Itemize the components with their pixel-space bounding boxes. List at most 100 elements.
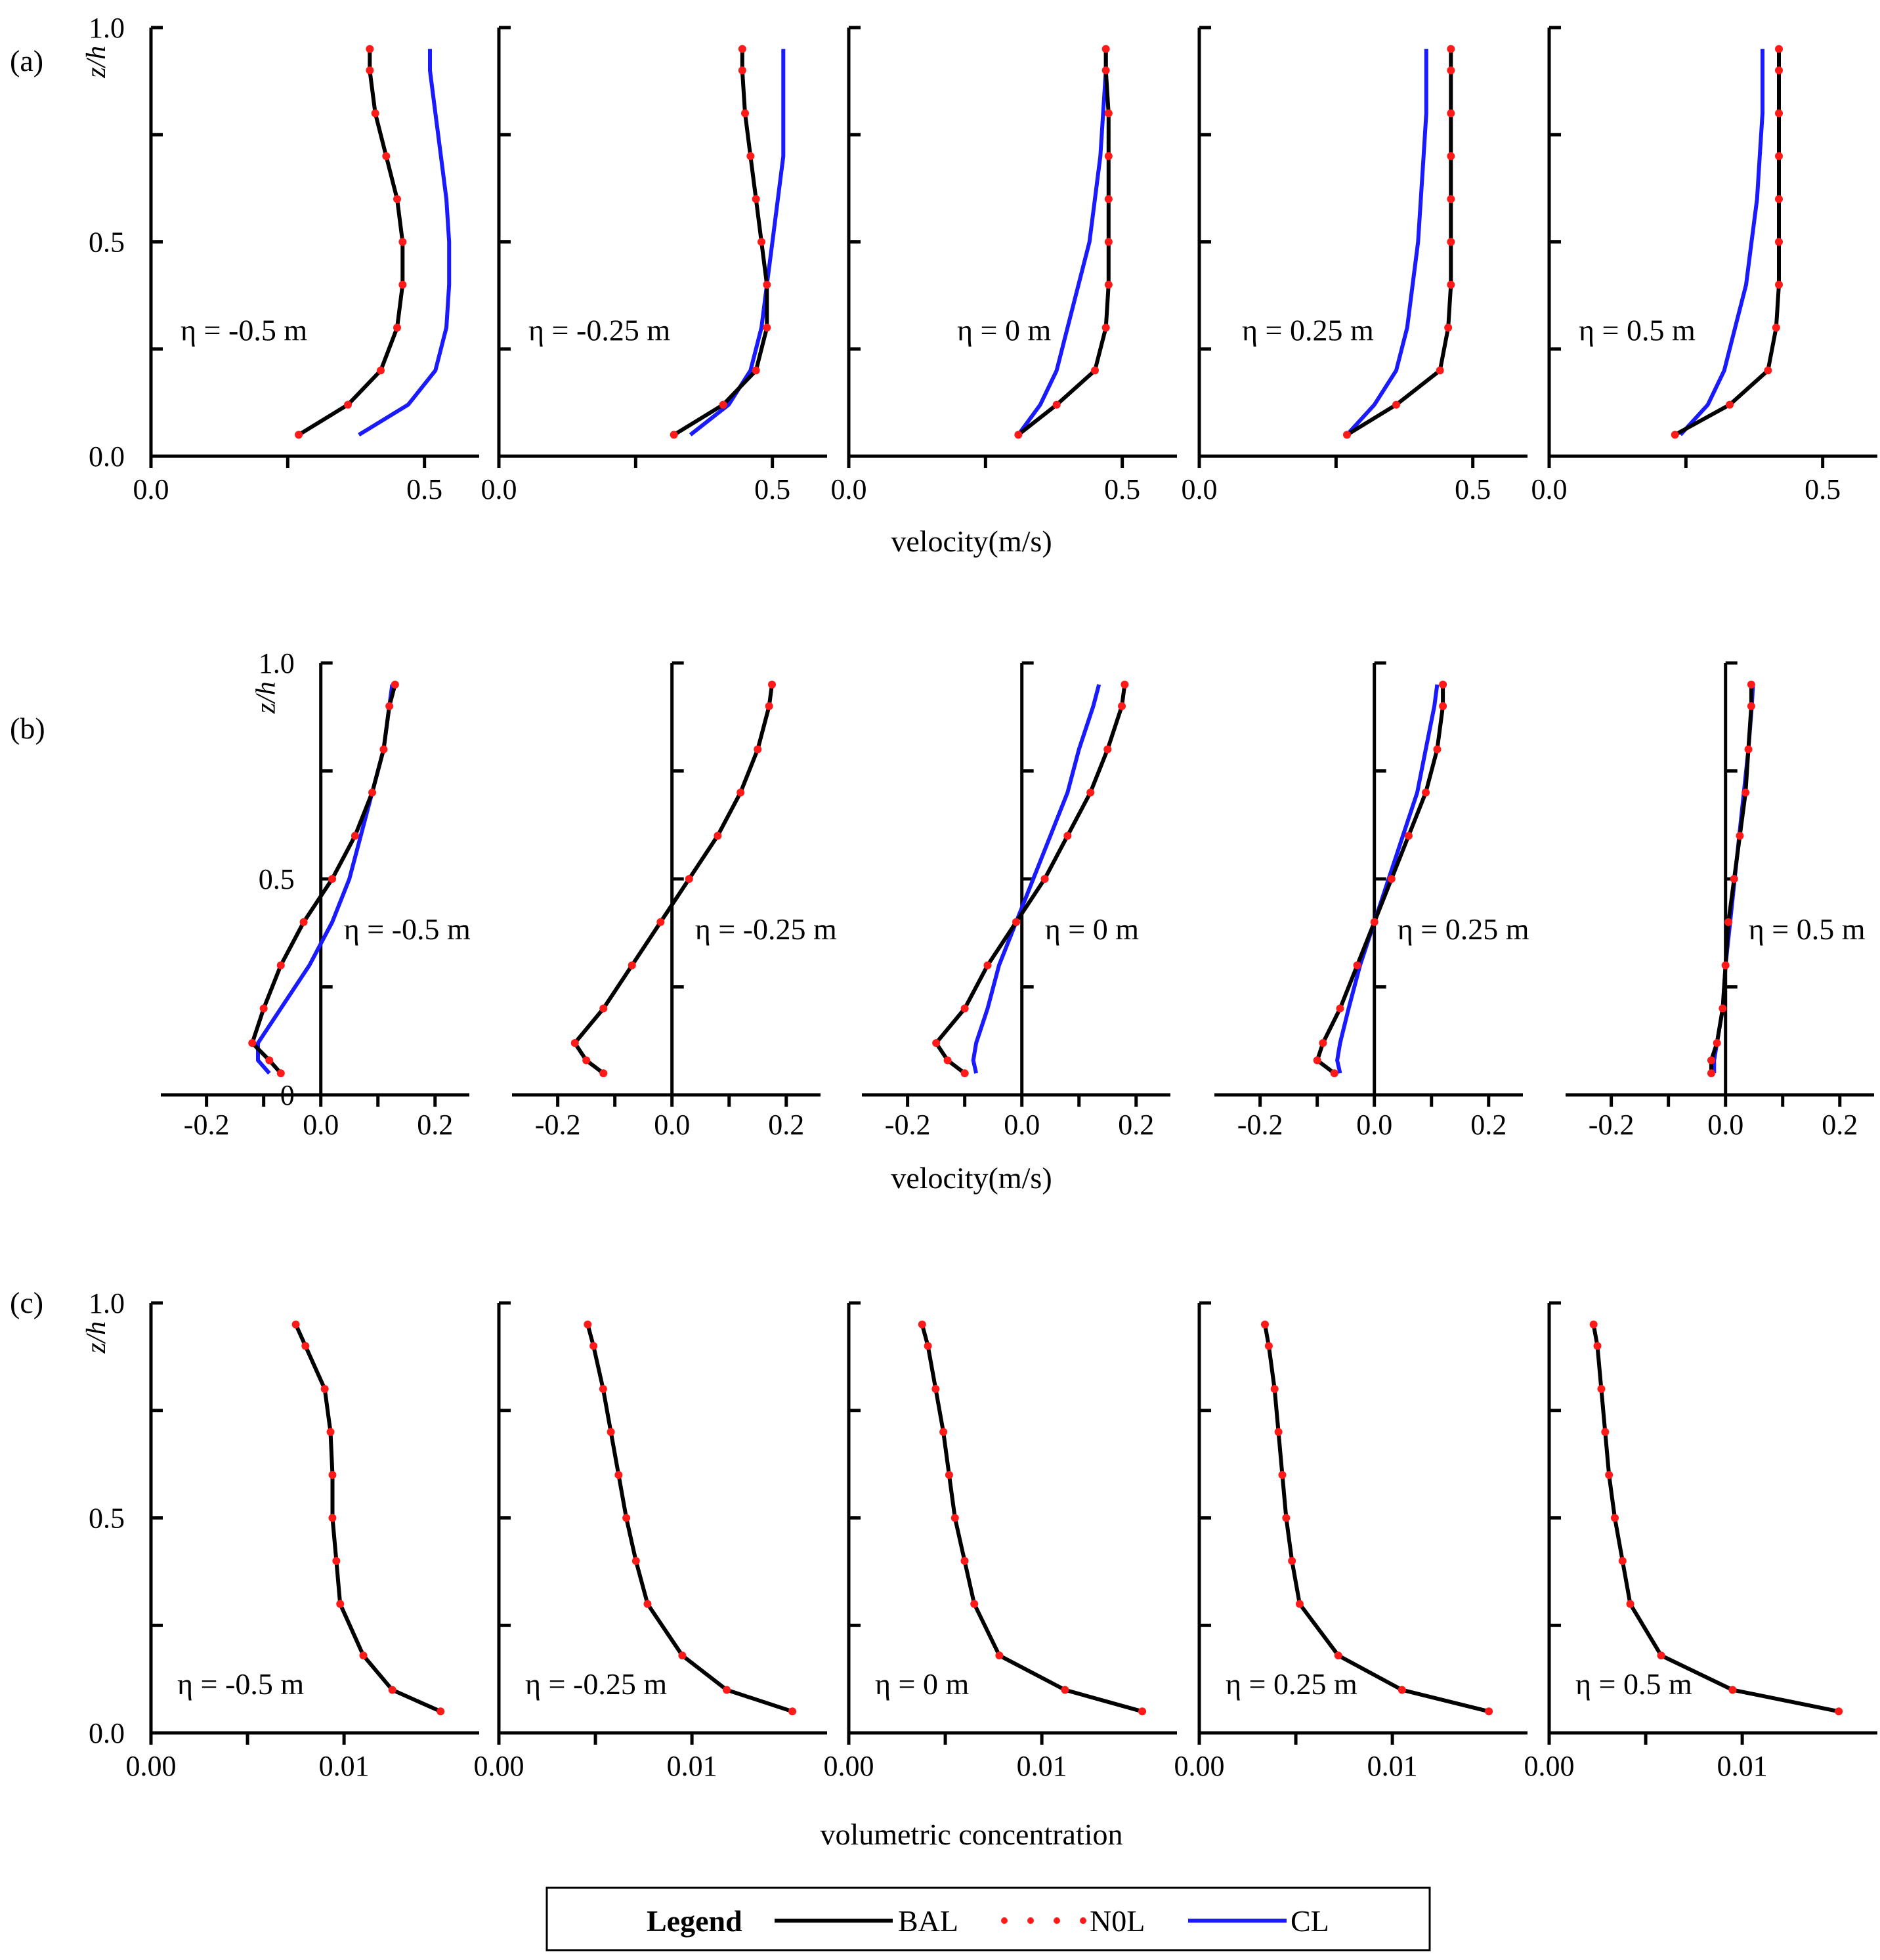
legend-swatch-n0l [1001,1917,1086,1924]
series-n0l-point [670,431,678,439]
series-n0l-point [685,875,693,883]
series-n0l-point [1063,832,1072,840]
series-n0l-point [1775,66,1783,75]
panel-c: (c)volumetric concentration0.00.51.0z/h0… [10,1286,1877,1851]
series-n0l-point [1736,832,1744,840]
series-n0l-point [1353,961,1361,969]
series-n0l-point [1730,875,1738,883]
eta-label: η = -0.5 m [181,314,307,347]
x-tick-label: 0.01 [1367,1750,1418,1782]
y-tick-label: 0.0 [89,1717,125,1749]
y-tick-label: 0.5 [259,863,295,895]
series-n0l-point [1264,1342,1273,1350]
y-tick-label: 0.5 [89,226,125,259]
series-n0l-point [291,1320,300,1329]
series-n0l-point [746,152,755,160]
series-n0l-point [1121,680,1129,689]
eta-label: η = 0.5 m [1749,912,1866,946]
series-n0l-point [1091,366,1099,375]
series-n0l-point [607,1428,615,1436]
series-n0l-point [758,238,765,246]
x-tick-label: 0.5 [1805,473,1841,505]
x-tick-label: 0.0 [654,1109,690,1141]
y-tick-label: 1.0 [89,1287,125,1319]
x-tick-label: 0.0 [303,1109,339,1141]
series-n0l-point [924,1342,932,1350]
y-tick-label: 0 [280,1079,295,1111]
series-bal-line [586,1324,794,1714]
x-tick-label: 0.2 [1470,1109,1506,1141]
x-tick-label: 0.00 [1524,1750,1575,1782]
series-n0l-point [1611,1514,1619,1522]
x-tick-label: 0.01 [1717,1750,1768,1782]
series-n0l-point [328,1471,337,1479]
subplot-3: -0.2 0.0 0.2 η = 0 m [862,661,1170,1141]
x-tick-label: -0.2 [184,1109,230,1141]
series-n0l-point [719,400,727,409]
series-n0l-point [570,1039,579,1048]
series-n0l-point [584,1320,592,1329]
series-n0l-point [1671,431,1679,439]
panel-b: (b) velocity(m/s) 0 0.5 1.0z/h -0.2 0.0 0.2 η = … [10,647,1874,1195]
series-n0l-point [951,1514,959,1522]
series-n0l-point [1597,1385,1606,1393]
eta-label: η = 0.5 m [1575,1667,1692,1701]
series-bal-line [1591,1324,1839,1714]
series-n0l-point [631,1557,640,1565]
series-n0l-point [1439,680,1447,689]
series-n0l-point [599,1004,608,1013]
series-n0l-point [1398,1686,1406,1694]
series-n0l-point [1713,1039,1721,1048]
series-n0l-point [366,66,374,75]
series-n0l-point [1626,1600,1634,1608]
eta-label: η = -0.25 m [695,912,837,946]
series-n0l-point [960,1557,969,1565]
panel-label: (c) [10,1286,43,1319]
y-tick-label: 1.0 [259,647,295,679]
series-n0l-point [1724,918,1733,926]
series-cl-line [358,49,452,437]
series-n0l-point [723,1686,731,1694]
series-n0l-point [359,1651,368,1660]
series-n0l-point [1485,1707,1493,1716]
series-n0l-point [398,280,407,289]
series-n0l-point [259,1004,268,1013]
series-n0l-point [1447,109,1455,117]
series-n0l-point [960,1004,969,1013]
series-n0l-point [1618,1557,1627,1565]
eta-label: η = 0 m [875,1667,969,1701]
x-tick-label: 0.5 [754,473,790,505]
panel-a: (a) velocity(m/s) 0.0 0.5 1.0z/h 0.0 0.5 η = -0… [10,12,1877,558]
series-cl-line [1335,684,1440,1074]
series-n0l-point [768,680,777,689]
series-n0l-point [366,45,374,53]
series-n0l-point [1334,1651,1342,1660]
series-n0l-point [1061,1686,1069,1694]
y-axis-title: z/h [81,1321,112,1354]
series-n0l-point [970,1600,979,1608]
y-tick-label: 0.0 [89,440,125,473]
series-bal-line [1017,49,1111,437]
series-bal-line [293,1323,442,1714]
series-n0l-point [1138,1707,1147,1716]
series-n0l-point [351,832,359,840]
series-n0l-point [1118,702,1126,710]
series-n0l-point [714,832,722,840]
y-tick-label: 0.5 [89,1502,125,1535]
series-n0l-point [1657,1651,1665,1660]
series-n0l-point [393,324,401,332]
series-n0l-point [379,745,388,754]
x-tick-label: 0.5 [406,473,442,505]
subplot-1: 0 0.5 1.0z/h -0.2 0.0 0.2 η = -0.5 m [161,647,471,1141]
series-n0l-point [1330,1069,1338,1078]
series-n0l-point [1835,1707,1843,1716]
subplot-2: 0.0 0.5 η = -0.25 m [481,26,827,505]
series-n0l-point [1447,45,1455,53]
series-n0l-point [939,1428,948,1436]
series-n0l-point [1014,431,1023,439]
series-n0l-point [614,1471,623,1479]
series-n0l-point [1343,431,1351,439]
series-n0l-point [1422,788,1430,797]
series-n0l-point [1282,1514,1291,1522]
